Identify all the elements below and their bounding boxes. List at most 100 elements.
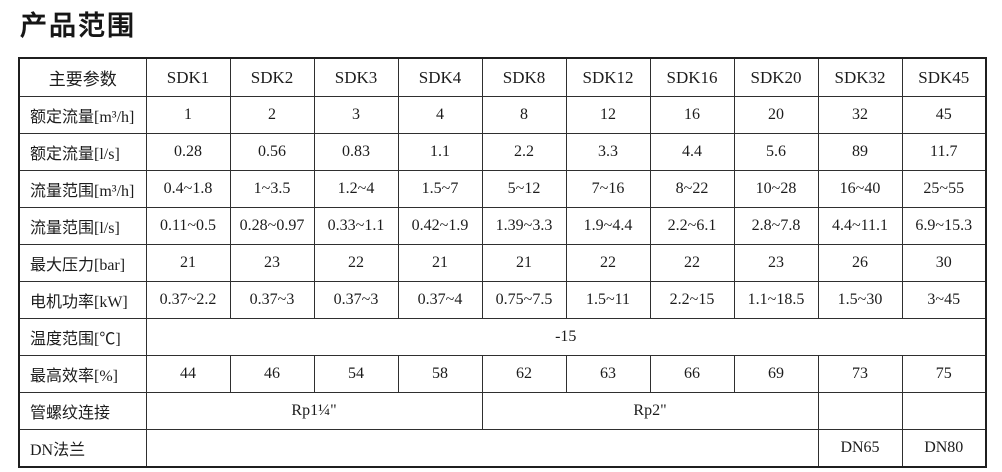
value-cell: 0.28 <box>145 133 231 171</box>
value-cell: 46 <box>229 355 315 393</box>
value-cell: 0.33~1.1 <box>313 207 399 245</box>
value-cell: 54 <box>313 355 399 393</box>
value-cell: 1.1~18.5 <box>733 281 819 319</box>
value-cell: 16~40 <box>817 170 903 208</box>
value-cell: 7~16 <box>565 170 651 208</box>
value-cell: 25~55 <box>901 170 987 208</box>
value-cell: 1.9~4.4 <box>565 207 651 245</box>
value-cell: 21 <box>397 244 483 282</box>
model-column-header: SDK12 <box>565 57 651 97</box>
value-cell <box>145 429 819 468</box>
value-cell: 6.9~15.3 <box>901 207 987 245</box>
value-cell: 21 <box>145 244 231 282</box>
value-cell: 0.4~1.8 <box>145 170 231 208</box>
value-cell: 62 <box>481 355 567 393</box>
value-cell: 10~28 <box>733 170 819 208</box>
value-cell: 16 <box>649 96 735 134</box>
param-row-label: 额定流量[m³/h] <box>18 96 147 134</box>
value-cell: Rp2" <box>481 392 819 430</box>
value-cell: 0.28~0.97 <box>229 207 315 245</box>
value-cell: 1.5~11 <box>565 281 651 319</box>
table-row: 温度范围[℃] -15 <box>18 318 987 356</box>
value-cell: 45 <box>901 96 987 134</box>
model-column-header: SDK3 <box>313 57 399 97</box>
value-cell: 69 <box>733 355 819 393</box>
param-row-label: DN法兰 <box>18 429 147 468</box>
value-cell: 2.8~7.8 <box>733 207 819 245</box>
header-row: 主要参数 SDK1 SDK2 SDK3 SDK4 SDK8 SDK12 SDK16 SDK20… <box>18 57 987 97</box>
value-cell: 8~22 <box>649 170 735 208</box>
page-title: 产品范围 <box>20 11 136 41</box>
value-cell: 66 <box>649 355 735 393</box>
value-cell: Rp1¼" <box>145 392 483 430</box>
table-head: 主要参数 SDK1 SDK2 SDK3 SDK4 SDK8 SDK12 SDK16 SDK20… <box>18 57 987 97</box>
value-cell: -15 <box>145 318 987 356</box>
value-cell: 1.39~3.3 <box>481 207 567 245</box>
value-cell: 20 <box>733 96 819 134</box>
value-cell: 4 <box>397 96 483 134</box>
value-cell: 0.37~2.2 <box>145 281 231 319</box>
param-column-header: 主要参数 <box>18 57 147 97</box>
value-cell: 1.2~4 <box>313 170 399 208</box>
value-cell: 12 <box>565 96 651 134</box>
model-column-header: SDK4 <box>397 57 483 97</box>
value-cell: 11.7 <box>901 133 987 171</box>
value-cell: 8 <box>481 96 567 134</box>
value-cell: 44 <box>145 355 231 393</box>
value-cell: 0.42~1.9 <box>397 207 483 245</box>
value-cell: 5.6 <box>733 133 819 171</box>
param-row-label: 额定流量[l/s] <box>18 133 147 171</box>
param-row-label: 电机功率[kW] <box>18 281 147 319</box>
model-column-header: SDK32 <box>817 57 903 97</box>
value-cell: 23 <box>733 244 819 282</box>
value-cell: 22 <box>565 244 651 282</box>
value-cell: 58 <box>397 355 483 393</box>
param-row-label: 最大压力[bar] <box>18 244 147 282</box>
model-column-header: SDK1 <box>145 57 231 97</box>
value-cell: 2.2 <box>481 133 567 171</box>
table-row: 最高效率[%] 44 46 54 58 62 63 66 69 73 75 <box>18 355 987 393</box>
value-cell: 1.1 <box>397 133 483 171</box>
value-cell: 22 <box>313 244 399 282</box>
param-row-label: 温度范围[℃] <box>18 318 147 356</box>
value-cell: 2 <box>229 96 315 134</box>
model-column-header: SDK16 <box>649 57 735 97</box>
value-cell: DN65 <box>817 429 903 468</box>
value-cell: 5~12 <box>481 170 567 208</box>
value-cell: 4.4~11.1 <box>817 207 903 245</box>
value-cell: 0.11~0.5 <box>145 207 231 245</box>
value-cell: 3 <box>313 96 399 134</box>
value-cell: 26 <box>817 244 903 282</box>
value-cell: 2.2~15 <box>649 281 735 319</box>
value-cell: 0.37~4 <box>397 281 483 319</box>
table-row: DN法兰 DN65 DN80 <box>18 429 987 468</box>
model-column-header: SDK45 <box>901 57 987 97</box>
param-row-label: 流量范围[m³/h] <box>18 170 147 208</box>
value-cell: 3.3 <box>565 133 651 171</box>
model-column-header: SDK2 <box>229 57 315 97</box>
param-row-label: 管螺纹连接 <box>18 392 147 430</box>
param-row-label: 流量范围[l/s] <box>18 207 147 245</box>
table-row: 最大压力[bar] 21 23 22 21 21 22 22 23 26 30 <box>18 244 987 282</box>
value-cell: 1.5~30 <box>817 281 903 319</box>
table-row: 额定流量[m³/h] 1 2 3 4 8 12 16 20 32 45 <box>18 96 987 134</box>
table-row: 流量范围[m³/h] 0.4~1.8 1~3.5 1.2~4 1.5~7 5~12 7~16… <box>18 170 987 208</box>
value-cell: 1~3.5 <box>229 170 315 208</box>
value-cell: 32 <box>817 96 903 134</box>
value-cell: 0.37~3 <box>229 281 315 319</box>
value-cell: 23 <box>229 244 315 282</box>
value-cell: 75 <box>901 355 987 393</box>
value-cell: 0.37~3 <box>313 281 399 319</box>
param-row-label: 最高效率[%] <box>18 355 147 393</box>
value-cell <box>817 392 903 430</box>
value-cell: 2.2~6.1 <box>649 207 735 245</box>
value-cell: DN80 <box>901 429 987 468</box>
model-column-header: SDK8 <box>481 57 567 97</box>
table-row: 管螺纹连接 Rp1¼" Rp2" <box>18 392 987 430</box>
value-cell <box>901 392 987 430</box>
value-cell: 30 <box>901 244 987 282</box>
value-cell: 89 <box>817 133 903 171</box>
table-row: 电机功率[kW] 0.37~2.2 0.37~3 0.37~3 0.37~4 0.75~7… <box>18 281 987 319</box>
value-cell: 0.83 <box>313 133 399 171</box>
value-cell: 21 <box>481 244 567 282</box>
